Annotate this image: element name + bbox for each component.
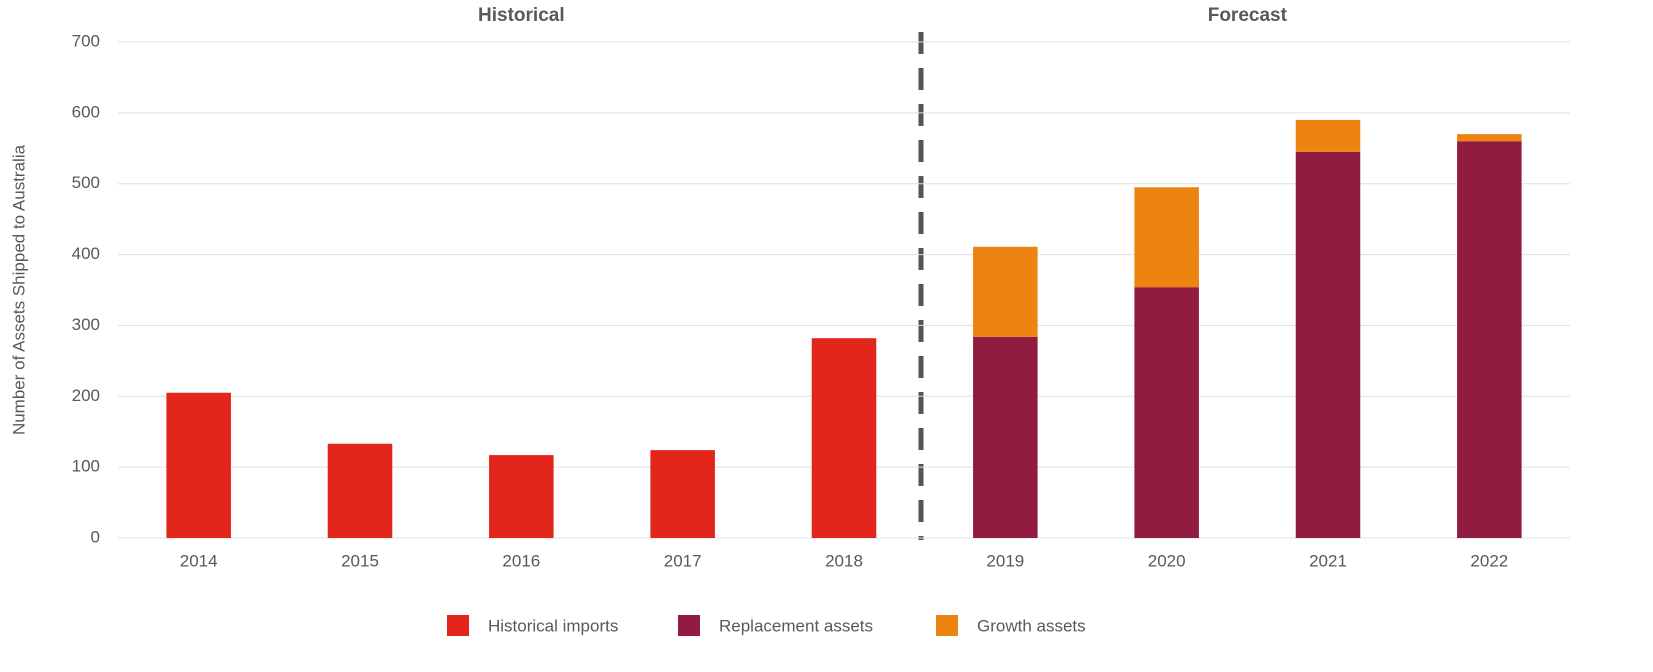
x-tick-label: 2018 bbox=[825, 551, 863, 570]
bar-segment bbox=[973, 246, 1038, 337]
x-tick-label: 2016 bbox=[502, 551, 540, 570]
y-tick-label: 200 bbox=[72, 386, 100, 405]
bar-segment bbox=[1134, 187, 1199, 288]
bar-segment bbox=[166, 392, 231, 538]
y-tick-label: 300 bbox=[72, 315, 100, 334]
bar-segment bbox=[327, 443, 393, 538]
bar-segment bbox=[650, 450, 715, 538]
bar-segment bbox=[489, 455, 554, 538]
x-tick-label: 2019 bbox=[986, 551, 1024, 570]
y-axis-label: Number of Assets Shipped to Australia bbox=[9, 144, 28, 435]
x-tick-label: 2014 bbox=[180, 551, 218, 570]
legend-swatch bbox=[678, 615, 700, 636]
section-label: Historical bbox=[478, 5, 565, 26]
y-tick-label: 400 bbox=[72, 244, 100, 263]
y-tick-label: 500 bbox=[72, 173, 100, 192]
legend-label: Historical imports bbox=[488, 616, 618, 635]
legend-swatch bbox=[936, 615, 958, 636]
bar-segment bbox=[1295, 151, 1361, 539]
x-tick-label: 2020 bbox=[1148, 551, 1186, 570]
y-tick-label: 0 bbox=[91, 527, 100, 546]
bar-segment bbox=[973, 336, 1038, 538]
bar-segment bbox=[1457, 134, 1522, 142]
legend-label: Growth assets bbox=[977, 616, 1086, 635]
bar-segment bbox=[1457, 141, 1522, 538]
y-tick-label: 700 bbox=[72, 31, 100, 50]
legend-swatch bbox=[447, 615, 469, 636]
y-tick-label: 100 bbox=[72, 457, 100, 476]
x-tick-label: 2022 bbox=[1470, 551, 1508, 570]
section-label: Forecast bbox=[1208, 5, 1288, 26]
bar-segment bbox=[811, 338, 877, 538]
y-tick-label: 600 bbox=[72, 102, 100, 121]
bar-segment bbox=[1295, 119, 1361, 152]
x-tick-label: 2017 bbox=[664, 551, 702, 570]
x-tick-label: 2015 bbox=[341, 551, 379, 570]
x-tick-label: 2021 bbox=[1309, 551, 1347, 570]
legend-label: Replacement assets bbox=[719, 616, 873, 635]
bar-segment bbox=[1134, 287, 1199, 538]
